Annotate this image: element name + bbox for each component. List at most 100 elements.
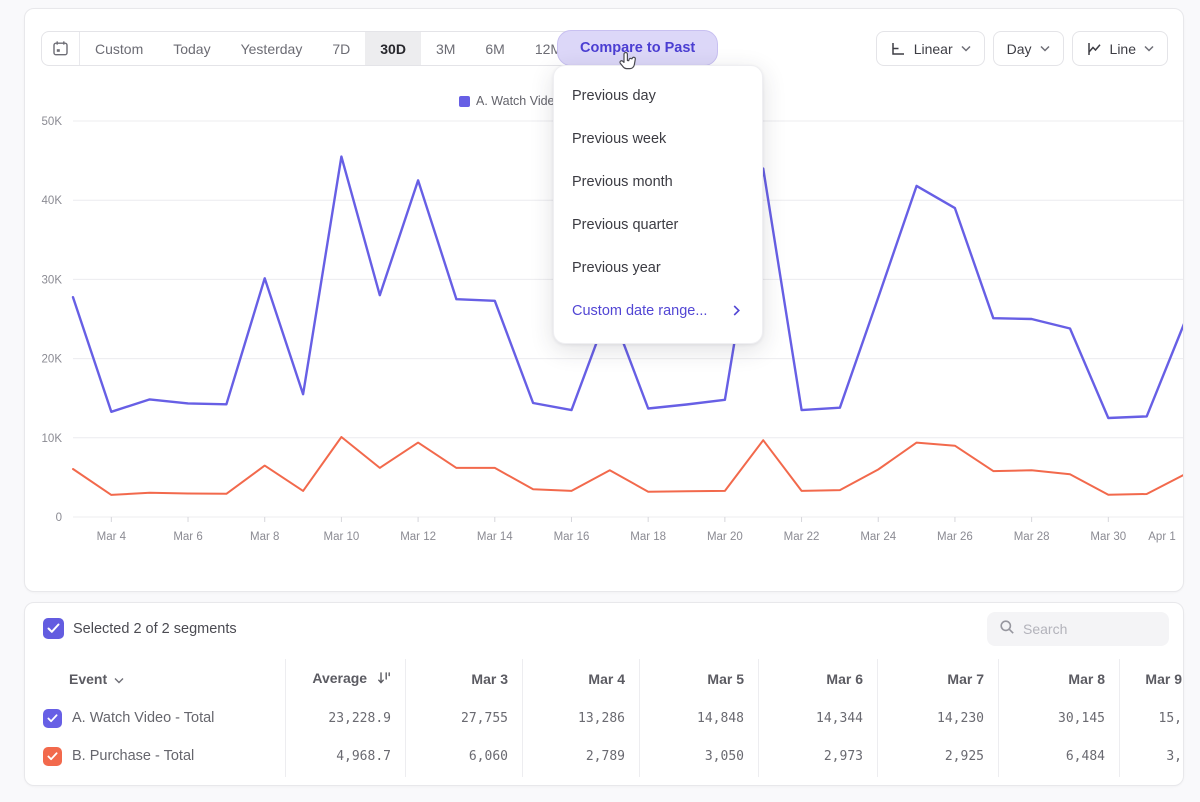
svg-text:10K: 10K [42,433,63,445]
svg-text:Mar 26: Mar 26 [937,531,973,543]
compare-menu-list: Previous day Previous week Previous month P… [554,75,762,290]
average-value: 23,228.9 [328,710,391,726]
value-cell: 2,789 [585,748,625,764]
menu-item-previous-quarter[interactable]: Previous quarter [572,217,679,233]
range-3m[interactable]: 3M [420,32,471,65]
table-body: A. Watch Video - Total 23,228.9 27,755 13,2… [25,699,1183,775]
chevron-down-icon [961,45,971,52]
value-cell: 6,484 [1065,748,1105,764]
chevron-down-icon [114,671,124,687]
compare-to-past-button[interactable]: Compare to Past [557,30,719,66]
column-divider [1119,659,1120,777]
search-box [987,612,1169,646]
line-chart-icon [1086,41,1102,57]
average-column-header[interactable]: Average [285,670,405,688]
scale-dropdown-button[interactable]: Linear [875,31,985,66]
series-a-watch-video-total [71,155,1183,420]
column-divider [758,659,759,777]
interval-dropdown-button[interactable]: Day [992,31,1064,66]
value-cell: 27,755 [461,710,508,726]
range-today[interactable]: Today [158,32,226,65]
menu-item-custom-date-range[interactable]: Custom date range... [554,290,762,333]
value-cell: 6,060 [468,748,508,764]
menu-item-previous-week[interactable]: Previous week [572,131,667,147]
calendar-icon[interactable] [42,32,80,65]
event-cell: B. Purchase - Total [25,746,285,766]
value-cell: 14,230 [937,710,984,726]
column-divider [285,659,286,777]
range-6m[interactable]: 6M [470,32,520,65]
sort-descending-icon [377,671,391,688]
select-all-checkbox[interactable] [43,618,64,639]
value-cell: 2,925 [944,748,984,764]
column-header-mar-7[interactable]: Mar 7 [947,671,984,687]
compare-to-past-menu: Previous day Previous week Previous month P… [553,65,763,344]
legend-swatch [459,95,470,107]
custom-date-range-label: Custom date range... [572,303,708,319]
chart-type-label: Line [1109,40,1136,57]
segments-summary-row: Selected 2 of 2 segments [43,618,237,639]
chevron-down-icon [1144,45,1154,52]
average-header-label: Average [312,670,368,686]
menu-item-previous-day[interactable]: Previous day [572,88,656,104]
menu-item-previous-month[interactable]: Previous month [572,174,673,190]
table-row-b-purchase-total: B. Purchase - Total 4,968.7 6,060 2,789 3,05… [25,737,1183,775]
scale-label: Linear [913,40,953,57]
value-cell: 3,050 [704,748,744,764]
table-row-a-watch-video-total: A. Watch Video - Total 23,228.9 27,755 13,2… [25,699,1183,737]
series-b-purchase-total [72,436,1183,496]
event-cell: A. Watch Video - Total [25,708,285,728]
column-divider [522,659,523,777]
svg-text:Mar 22: Mar 22 [784,531,820,543]
segment-checkbox[interactable] [43,708,62,728]
legend-item-a-watch-video-total[interactable]: A. Watch Video - Total [459,94,555,108]
chart-controls: Linear Day Line [875,31,1168,66]
value-cell: 13,286 [578,710,625,726]
column-divider [405,659,406,777]
range-custom[interactable]: Custom [80,32,159,65]
column-header-mar-8[interactable]: Mar 8 [1068,671,1105,687]
svg-text:Mar 20: Mar 20 [707,531,743,543]
column-divider [998,659,999,777]
column-header-mar-6[interactable]: Mar 6 [826,671,863,687]
value-cell: 2,973 [823,748,863,764]
search-input[interactable] [1023,621,1157,637]
value-cell: 15, [1158,710,1182,726]
chevron-right-icon [733,290,740,333]
svg-text:Mar 28: Mar 28 [1014,531,1050,543]
column-header-mar-4[interactable]: Mar 4 [588,671,625,687]
event-column-header[interactable]: Event [25,671,285,687]
average-value: 4,968.7 [336,748,391,764]
svg-text:30K: 30K [42,274,63,286]
range-7d[interactable]: 7D [317,32,366,65]
svg-text:Mar 4: Mar 4 [97,531,127,543]
svg-text:Mar 6: Mar 6 [173,531,202,543]
column-header-mar-5[interactable]: Mar 5 [707,671,744,687]
menu-item-previous-year[interactable]: Previous year [572,260,661,276]
column-header-mar-3[interactable]: Mar 3 [471,671,508,687]
value-cell: 3, [1166,748,1182,764]
svg-text:Mar 12: Mar 12 [400,531,436,543]
legend-label: A. Watch Video - Total [476,94,555,108]
value-cell: 14,344 [816,710,863,726]
svg-text:Mar 18: Mar 18 [630,531,666,543]
chart-type-dropdown-button[interactable]: Line [1071,31,1168,66]
svg-text:20K: 20K [42,354,63,366]
search-icon [999,619,1015,640]
range-yesterday[interactable]: Yesterday [225,32,318,65]
value-cell: 14,848 [697,710,744,726]
svg-text:Mar 30: Mar 30 [1090,531,1126,543]
segment-checkbox[interactable] [43,746,62,766]
interval-label: Day [1006,40,1032,57]
value-cell: 30,145 [1058,710,1105,726]
column-header-mar-9[interactable]: Mar 9 [1145,671,1182,687]
column-divider [639,659,640,777]
segments-summary-text: Selected 2 of 2 segments [73,620,237,637]
svg-text:Mar 16: Mar 16 [554,531,590,543]
svg-text:0: 0 [56,512,62,524]
svg-text:40K: 40K [42,195,63,207]
range-30d[interactable]: 30D [365,32,421,65]
svg-text:Mar 24: Mar 24 [860,531,896,543]
column-divider [877,659,878,777]
svg-text:Mar 14: Mar 14 [477,531,513,543]
